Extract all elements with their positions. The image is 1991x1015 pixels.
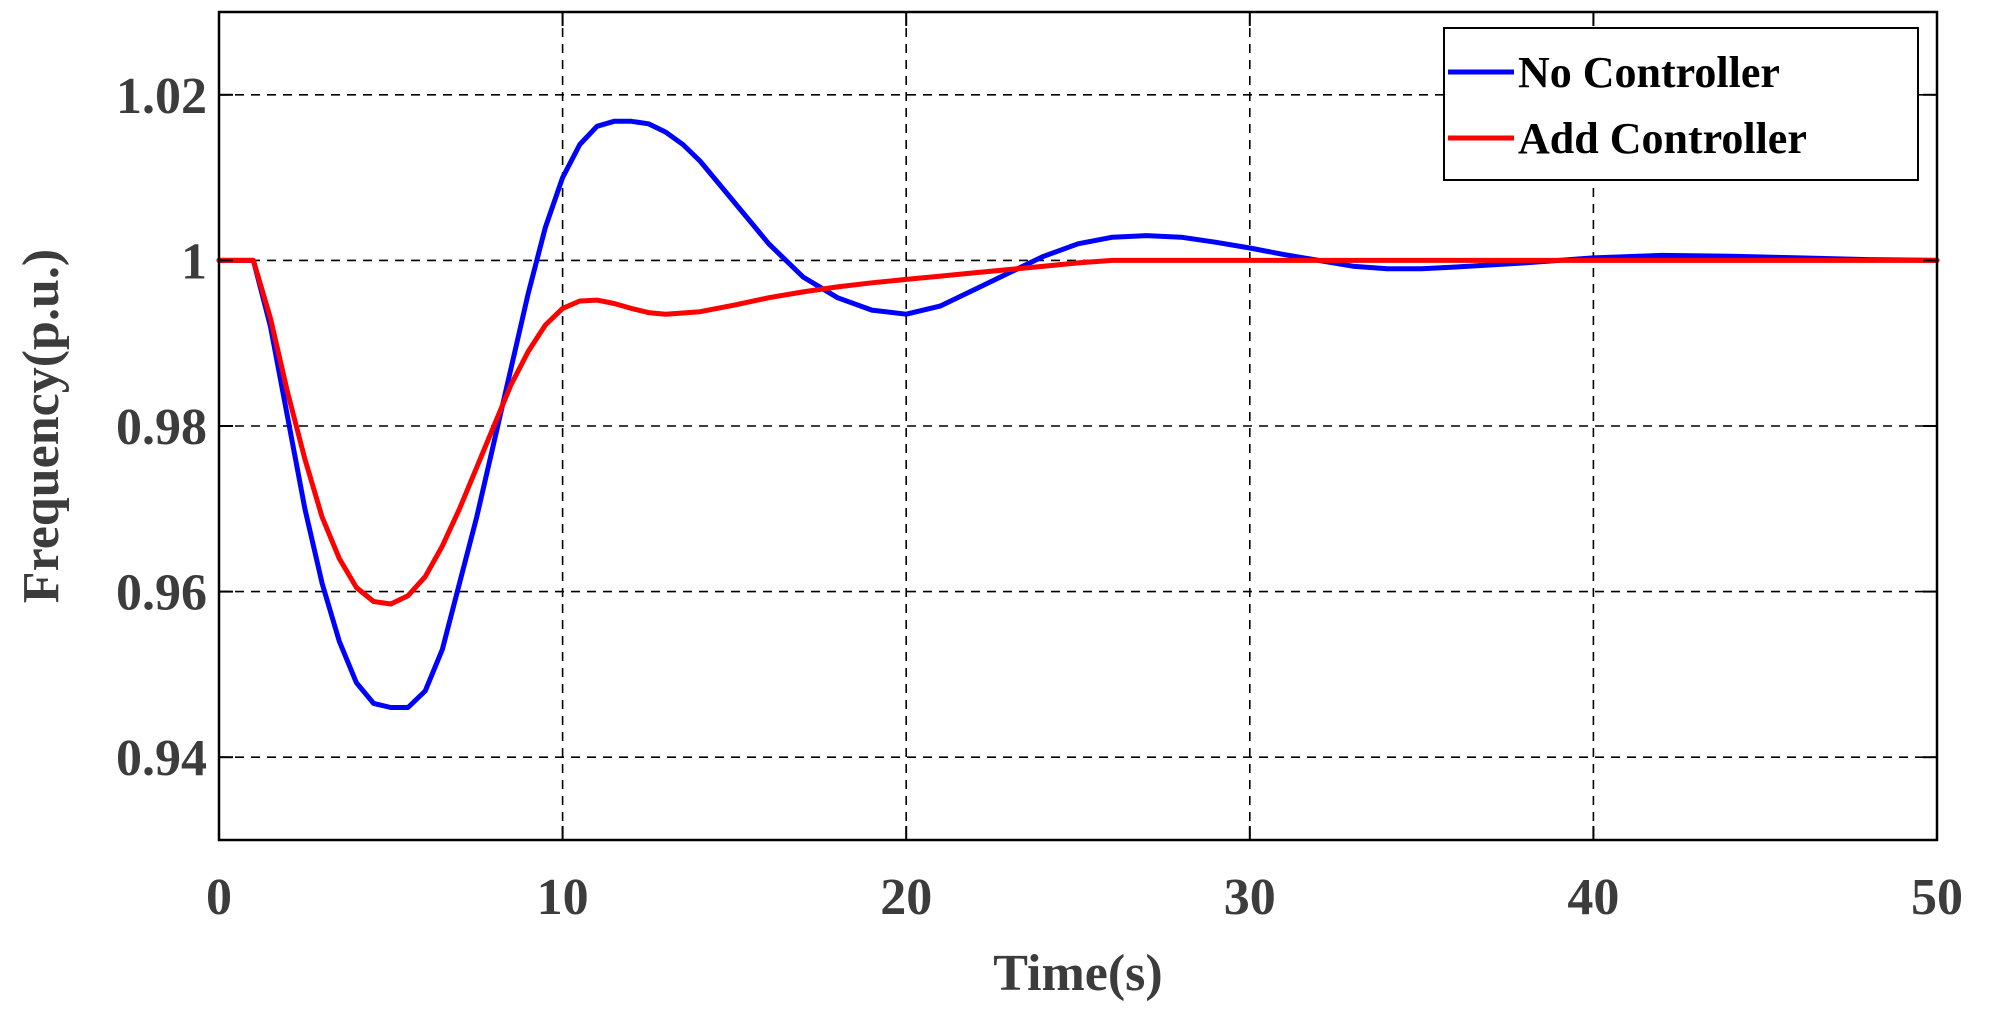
x-axis-title: Time(s): [993, 945, 1162, 1002]
legend-box: [1443, 27, 1919, 181]
axis-ticks: [218, 12, 1938, 840]
x-tick-label: 50: [1911, 869, 1963, 926]
x-tick-label: 40: [1567, 869, 1619, 926]
series-layer: [216, 118, 1940, 710]
tick-labels: 0 10 20 30 40 50 0.94 0.96 0.98 1 1.02: [116, 68, 1963, 926]
y-axis-title: Frequency(p.u.): [13, 249, 70, 603]
series-line-no-controller: [216, 118, 1940, 710]
legend-label-add-controller: Add Controller: [1518, 114, 1807, 163]
legend: No Controller Add Controller: [1443, 27, 1919, 181]
y-tick-label: 0.94: [116, 730, 207, 787]
y-tick-label: 1.02: [116, 68, 207, 125]
x-tick-label: 10: [537, 869, 589, 926]
x-tick-label: 0: [206, 869, 232, 926]
series-line-add-controller: [216, 257, 1940, 607]
x-tick-label: 30: [1224, 869, 1276, 926]
y-tick-label: 0.96: [116, 565, 207, 622]
x-tick-label: 20: [880, 869, 932, 926]
y-tick-label: 1: [181, 233, 207, 290]
legend-label-no-controller: No Controller: [1518, 48, 1780, 97]
y-tick-label: 0.98: [116, 399, 207, 456]
